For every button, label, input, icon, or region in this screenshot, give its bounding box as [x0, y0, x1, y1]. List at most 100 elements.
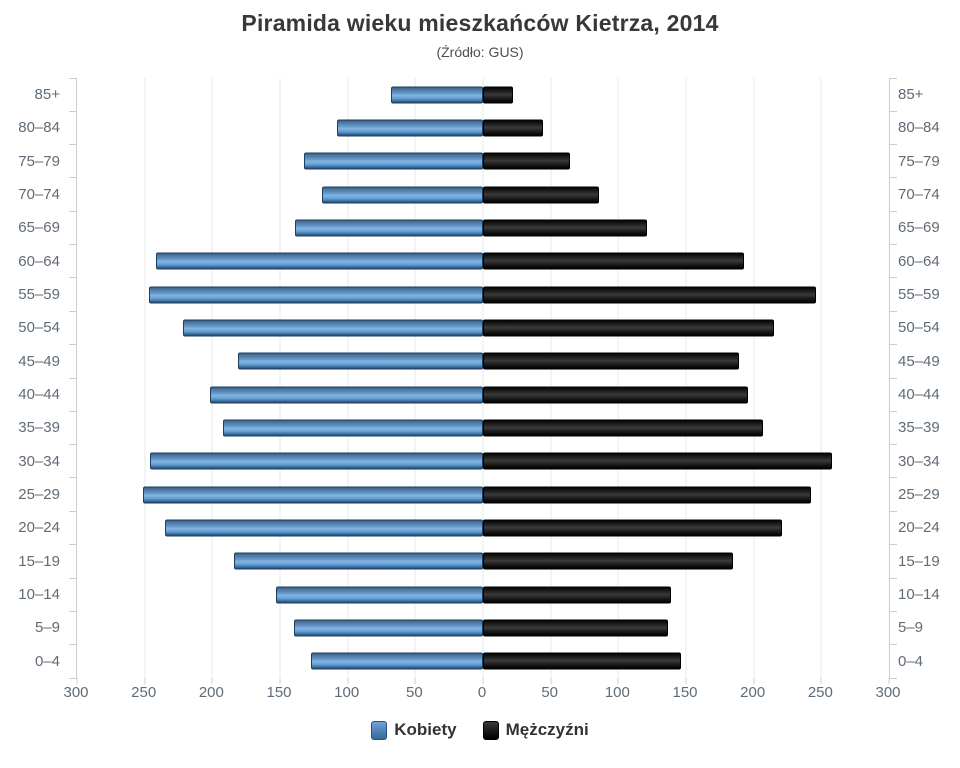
chart-subtitle: (Źródło: GUS) — [436, 44, 524, 60]
x-axis-tick-label: 200 — [740, 684, 766, 701]
bar-mezczyzni-75–79[interactable] — [483, 152, 570, 170]
bar-kobiety-15–19[interactable] — [234, 552, 483, 570]
age-label-left: 65–69 — [18, 219, 60, 237]
x-axis-tick-label: 50 — [541, 684, 558, 701]
y-axis-right: 85+ 80–84 75–79 70–74 65–69 60–64 55–59 50–54 45… — [898, 78, 960, 678]
bar-kobiety-70–74[interactable] — [321, 186, 483, 204]
x-axis-tick — [414, 678, 416, 684]
bar-kobiety-0–4[interactable] — [311, 652, 483, 670]
x-axis: 300 250 200 150 100 50 0 50 100 150 200 250 300 — [63, 684, 900, 704]
bar-kobiety-75–79[interactable] — [304, 152, 483, 170]
age-label-left: 45–49 — [18, 352, 60, 370]
age-label-left: 25–29 — [18, 486, 60, 504]
bar-mezczyzni-40–44[interactable] — [483, 386, 749, 404]
bar-kobiety-45–49[interactable] — [238, 352, 483, 370]
age-row-40–44 — [77, 378, 889, 411]
bar-mezczyzni-5–9[interactable] — [483, 619, 669, 637]
age-row-80–84 — [77, 111, 889, 144]
bar-mezczyzni-85+[interactable] — [483, 86, 513, 104]
bar-kobiety-80–84[interactable] — [336, 119, 483, 137]
y-axis-tick — [889, 677, 897, 679]
age-row-0–4 — [77, 645, 889, 678]
x-axis-tick — [211, 678, 213, 684]
bar-kobiety-25–29[interactable] — [143, 486, 483, 504]
bar-kobiety-5–9[interactable] — [293, 619, 483, 637]
bar-mezczyzni-45–49[interactable] — [483, 352, 739, 370]
bar-mezczyzni-0–4[interactable] — [483, 652, 681, 670]
y-axis-tick — [69, 510, 77, 512]
bar-mezczyzni-10–14[interactable] — [483, 586, 672, 604]
age-row-60–64 — [77, 245, 889, 278]
x-axis-tick — [550, 678, 552, 684]
y-axis-tick — [69, 344, 77, 346]
x-axis-tick — [753, 678, 755, 684]
bar-kobiety-40–44[interactable] — [209, 386, 483, 404]
bar-mezczyzni-65–69[interactable] — [483, 219, 647, 237]
gridline — [685, 78, 687, 678]
age-row-35–39 — [77, 411, 889, 444]
age-label-right: 20–24 — [898, 519, 940, 537]
bar-kobiety-85+[interactable] — [390, 86, 483, 104]
age-label-right: 5–9 — [898, 619, 924, 637]
bar-mezczyzni-20–24[interactable] — [483, 519, 783, 537]
bar-kobiety-50–54[interactable] — [182, 319, 483, 337]
age-label-right: 65–69 — [898, 219, 940, 237]
age-label-left: 75–79 — [18, 152, 60, 170]
y-axis-tick — [889, 144, 897, 146]
age-label-left: 0–4 — [34, 652, 60, 670]
legend-item-kobiety[interactable]: Kobiety — [371, 720, 457, 740]
bar-kobiety-60–64[interactable] — [155, 252, 483, 270]
bar-mezczyzni-30–34[interactable] — [483, 452, 833, 470]
age-row-45–49 — [77, 345, 889, 378]
age-label-left: 60–64 — [18, 252, 60, 270]
age-label-left: 20–24 — [18, 519, 60, 537]
y-axis-tick — [889, 77, 897, 79]
age-row-75–79 — [77, 145, 889, 178]
y-axis-tick — [889, 277, 897, 279]
age-label-right: 80–84 — [898, 119, 940, 137]
bar-kobiety-65–69[interactable] — [294, 219, 483, 237]
bar-mezczyzni-55–59[interactable] — [483, 286, 816, 304]
legend-label-mezczyzni: Mężczyźni — [505, 720, 589, 739]
y-axis-left: 85+ 80–84 75–79 70–74 65–69 60–64 55–59 50–54 45… — [0, 78, 60, 678]
y-axis-tick — [889, 210, 897, 212]
bar-mezczyzni-15–19[interactable] — [483, 552, 734, 570]
x-axis-tick-label: 300 — [875, 684, 901, 701]
mezczyzni-swatch-icon — [482, 720, 499, 740]
age-label-right: 85+ — [898, 86, 924, 104]
x-axis-tick-label: 200 — [198, 684, 224, 701]
bar-kobiety-35–39[interactable] — [223, 419, 483, 437]
bar-kobiety-20–24[interactable] — [164, 519, 483, 537]
gridline — [279, 78, 281, 678]
age-row-20–24 — [77, 511, 889, 544]
y-axis-tick — [889, 377, 897, 379]
age-label-left: 10–14 — [18, 586, 60, 604]
bar-mezczyzni-50–54[interactable] — [483, 319, 774, 337]
bar-kobiety-10–14[interactable] — [275, 586, 483, 604]
legend-label-kobiety: Kobiety — [394, 720, 457, 739]
y-axis-tick — [889, 244, 897, 246]
gridline — [753, 78, 755, 678]
y-axis-tick — [69, 177, 77, 179]
bar-mezczyzni-25–29[interactable] — [483, 486, 811, 504]
y-axis-tick — [889, 510, 897, 512]
bar-kobiety-55–59[interactable] — [148, 286, 483, 304]
y-axis-tick — [69, 677, 77, 679]
age-row-30–34 — [77, 445, 889, 478]
bar-mezczyzni-70–74[interactable] — [483, 186, 600, 204]
bar-kobiety-30–34[interactable] — [150, 452, 483, 470]
bar-mezczyzni-80–84[interactable] — [483, 119, 543, 137]
age-label-left: 5–9 — [34, 619, 60, 637]
age-label-right: 50–54 — [898, 319, 940, 337]
y-axis-tick — [889, 544, 897, 546]
y-axis-tick — [69, 544, 77, 546]
age-label-left: 70–74 — [18, 186, 60, 204]
x-axis-tick — [685, 678, 687, 684]
legend-item-mezczyzni[interactable]: Mężczyźni — [482, 720, 589, 740]
bar-mezczyzni-60–64[interactable] — [483, 252, 745, 270]
age-row-25–29 — [77, 478, 889, 511]
x-axis-tick-label: 150 — [672, 684, 698, 701]
bar-mezczyzni-35–39[interactable] — [483, 419, 764, 437]
y-axis-tick — [69, 110, 77, 112]
x-axis-tick — [888, 678, 890, 684]
